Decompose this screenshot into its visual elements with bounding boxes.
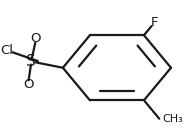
Text: CH₃: CH₃ — [162, 114, 183, 124]
Text: S: S — [26, 54, 36, 69]
Text: O: O — [23, 78, 33, 91]
Text: Cl: Cl — [1, 44, 14, 57]
Text: O: O — [31, 32, 41, 45]
Text: F: F — [151, 16, 158, 29]
